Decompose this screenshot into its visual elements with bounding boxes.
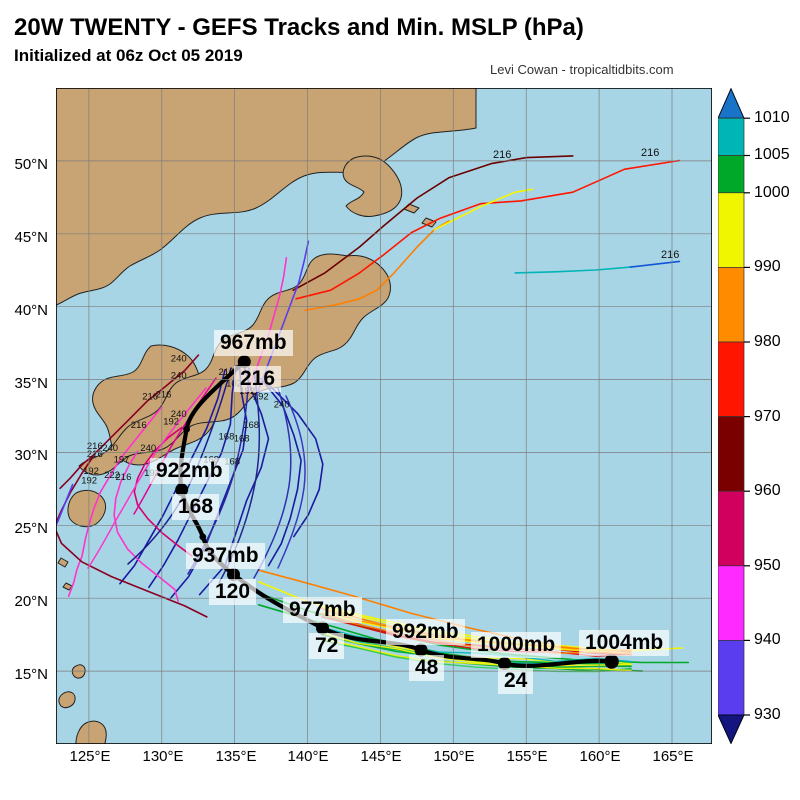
svg-text:216: 216 <box>87 449 103 460</box>
svg-text:216: 216 <box>493 149 511 161</box>
svg-text:240: 240 <box>171 354 187 365</box>
svg-text:168: 168 <box>234 434 250 445</box>
svg-text:216: 216 <box>131 420 147 431</box>
svg-text:197: 197 <box>114 455 130 466</box>
svg-text:192: 192 <box>163 416 179 427</box>
svg-text:168: 168 <box>219 432 235 443</box>
svg-text:216: 216 <box>116 472 132 483</box>
svg-text:216: 216 <box>641 147 659 159</box>
svg-text:192: 192 <box>253 392 269 403</box>
svg-text:216: 216 <box>156 390 172 401</box>
svg-text:168: 168 <box>243 420 259 431</box>
svg-text:240: 240 <box>274 399 290 410</box>
svg-text:216: 216 <box>661 249 679 261</box>
